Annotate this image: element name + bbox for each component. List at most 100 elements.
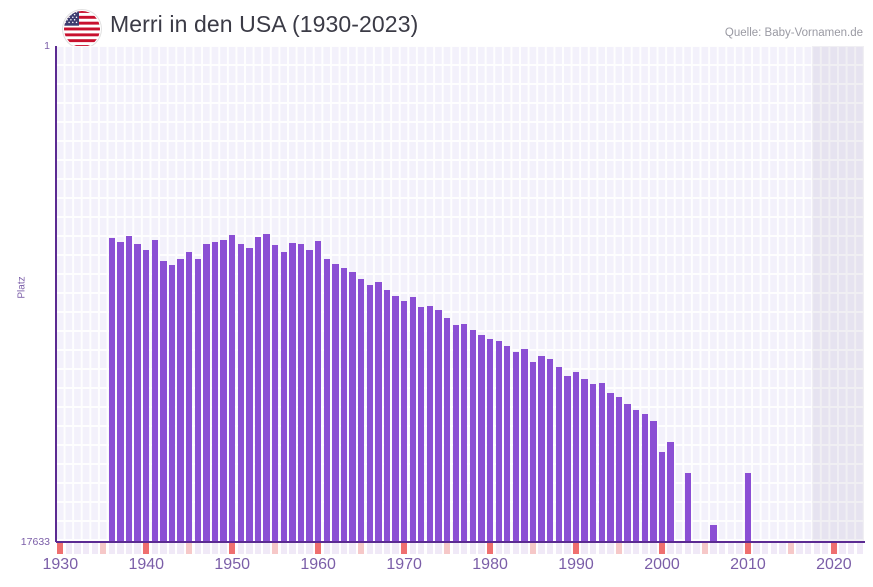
bar-1977[interactable] bbox=[461, 323, 468, 541]
bar-1990[interactable] bbox=[572, 371, 580, 541]
x-tick-1973 bbox=[426, 543, 434, 554]
bar-1982[interactable] bbox=[504, 346, 511, 541]
bar-2000[interactable] bbox=[658, 451, 666, 541]
x-tick-1941 bbox=[151, 543, 159, 554]
bar-1960[interactable] bbox=[314, 241, 322, 541]
bar-1949[interactable] bbox=[220, 239, 227, 541]
x-axis-tick-strip bbox=[56, 543, 864, 554]
bar-1983[interactable] bbox=[512, 351, 520, 541]
x-tick-1967 bbox=[375, 543, 382, 554]
bar-1947[interactable] bbox=[203, 243, 210, 541]
bar-1978[interactable] bbox=[469, 329, 477, 541]
x-tick-1943 bbox=[168, 543, 176, 554]
x-tick-1955 bbox=[272, 543, 279, 554]
bar-1987[interactable] bbox=[547, 359, 554, 541]
x-tick-2014 bbox=[779, 543, 786, 554]
bar-1965[interactable] bbox=[357, 279, 365, 541]
bar-1971[interactable] bbox=[409, 297, 416, 541]
x-tick-1984 bbox=[521, 543, 528, 554]
bar-1950[interactable] bbox=[229, 235, 236, 541]
y-axis-line bbox=[55, 46, 57, 542]
bar-1937[interactable] bbox=[117, 241, 124, 541]
bar-1966[interactable] bbox=[366, 284, 373, 541]
bar-2006[interactable] bbox=[710, 524, 717, 541]
bar-1948[interactable] bbox=[211, 241, 219, 541]
bar-1974[interactable] bbox=[435, 309, 442, 541]
bar-1975[interactable] bbox=[443, 318, 451, 541]
x-axis-label-1950: 1950 bbox=[214, 556, 250, 573]
bar-1956[interactable] bbox=[280, 252, 287, 541]
bar-1984[interactable] bbox=[521, 349, 528, 541]
bar-1954[interactable] bbox=[263, 234, 270, 541]
bar-1976[interactable] bbox=[452, 325, 459, 541]
bar-1953[interactable] bbox=[254, 236, 262, 541]
bar-1944[interactable] bbox=[177, 259, 184, 541]
bar-1961[interactable] bbox=[323, 259, 330, 541]
bar-1951[interactable] bbox=[237, 243, 244, 541]
bar-1940[interactable] bbox=[143, 249, 150, 541]
bar-1972[interactable] bbox=[418, 307, 425, 541]
bar-1955[interactable] bbox=[272, 245, 279, 541]
x-tick-1958 bbox=[297, 543, 305, 554]
bar-1942[interactable] bbox=[160, 260, 167, 541]
bar-1967[interactable] bbox=[375, 281, 382, 541]
bar-1962[interactable] bbox=[332, 263, 339, 541]
bar-1957[interactable] bbox=[289, 242, 296, 541]
bar-1994[interactable] bbox=[607, 392, 614, 541]
x-tick-1933 bbox=[82, 543, 90, 554]
bar-1973[interactable] bbox=[426, 305, 434, 541]
bar-1968[interactable] bbox=[383, 290, 391, 541]
bar-1988[interactable] bbox=[555, 367, 563, 541]
bar-1964[interactable] bbox=[349, 271, 356, 541]
bar-1993[interactable] bbox=[598, 382, 605, 541]
bar-1941[interactable] bbox=[151, 239, 159, 541]
bar-1938[interactable] bbox=[125, 236, 133, 541]
bar-1943[interactable] bbox=[168, 264, 176, 541]
x-tick-1945 bbox=[186, 543, 193, 554]
bar-1997[interactable] bbox=[633, 409, 640, 541]
bar-1996[interactable] bbox=[624, 403, 631, 541]
x-tick-1971 bbox=[409, 543, 416, 554]
bar-1939[interactable] bbox=[134, 243, 141, 541]
bar-1992[interactable] bbox=[590, 384, 597, 541]
bar-1981[interactable] bbox=[495, 340, 502, 541]
bar-1986[interactable] bbox=[538, 356, 545, 541]
x-tick-2007 bbox=[718, 543, 726, 554]
chart-header: Merri in den USA (1930-2023) Quelle: Bab… bbox=[0, 0, 873, 47]
x-tick-1991 bbox=[581, 543, 588, 554]
x-tick-2012 bbox=[761, 543, 769, 554]
bar-1980[interactable] bbox=[486, 339, 494, 541]
x-tick-2021 bbox=[839, 543, 846, 554]
bar-1946[interactable] bbox=[194, 259, 201, 541]
bar-1991[interactable] bbox=[581, 378, 588, 541]
x-tick-1996 bbox=[624, 543, 631, 554]
x-tick-1953 bbox=[254, 543, 262, 554]
x-tick-1981 bbox=[495, 543, 502, 554]
bar-1958[interactable] bbox=[297, 243, 305, 541]
bar-1998[interactable] bbox=[641, 413, 648, 541]
bar-2003[interactable] bbox=[684, 472, 691, 541]
bar-1985[interactable] bbox=[529, 361, 537, 541]
bar-2001[interactable] bbox=[667, 441, 674, 541]
bar-1979[interactable] bbox=[478, 335, 485, 541]
bar-1969[interactable] bbox=[392, 295, 399, 541]
x-tick-1949 bbox=[220, 543, 227, 554]
x-tick-2009 bbox=[736, 543, 743, 554]
bar-1995[interactable] bbox=[615, 396, 623, 541]
x-tick-1995 bbox=[615, 543, 623, 554]
bar-1999[interactable] bbox=[650, 420, 657, 541]
bar-2010[interactable] bbox=[744, 472, 752, 541]
x-tick-1977 bbox=[461, 543, 468, 554]
bar-1970[interactable] bbox=[400, 301, 408, 541]
x-axis-label-1990: 1990 bbox=[558, 556, 594, 573]
x-tick-1938 bbox=[125, 543, 133, 554]
x-tick-2018 bbox=[813, 543, 820, 554]
bar-1952[interactable] bbox=[246, 248, 253, 541]
bar-1959[interactable] bbox=[306, 249, 313, 541]
bar-1945[interactable] bbox=[186, 252, 193, 541]
x-tick-2015 bbox=[787, 543, 795, 554]
bar-1989[interactable] bbox=[564, 375, 571, 541]
bar-1936[interactable] bbox=[108, 238, 116, 541]
bar-1963[interactable] bbox=[340, 267, 348, 541]
